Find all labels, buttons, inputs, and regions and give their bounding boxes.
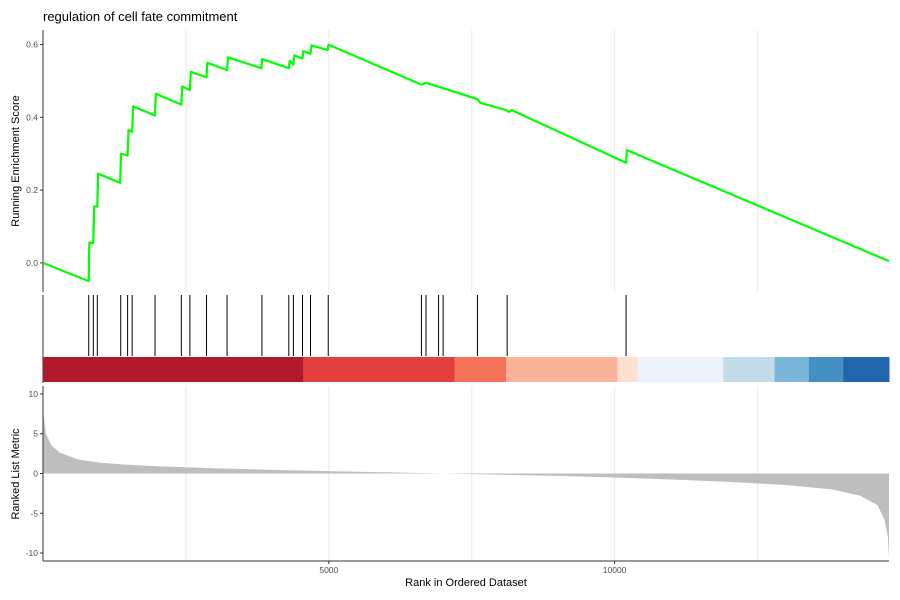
- color-band-segment: [637, 357, 724, 382]
- hits-panel: [42, 295, 890, 383]
- metric-y-tick-label: 0: [33, 469, 38, 479]
- color-band-segment: [774, 357, 810, 382]
- metric-x-ticks: 5000 10000: [319, 561, 627, 575]
- metric-y-tick-label: 5: [33, 429, 38, 439]
- es-y-ticks: 0.0 0.2 0.4 0.6: [26, 40, 43, 268]
- ranked-list-metric-area: [43, 409, 889, 559]
- metric-y-tick-label: 10: [29, 389, 39, 399]
- color-band-segment: [843, 357, 890, 382]
- rank-color-band: [43, 357, 890, 382]
- es-y-axis-title: Running Enrichment Score: [10, 95, 22, 226]
- color-band-segment: [723, 357, 776, 382]
- metric-y-axis-title: Ranked List Metric: [10, 428, 22, 520]
- chart-title: regulation of cell fate commitment: [43, 9, 238, 24]
- x-axis-title: Rank in Ordered Dataset: [405, 577, 527, 589]
- color-band-segment: [617, 357, 638, 382]
- running-enrichment-score-line: [42, 43, 890, 283]
- color-band-segment: [303, 357, 456, 382]
- metric-x-tick-label: 5000: [319, 565, 338, 575]
- es-y-tick-label: 0.6: [26, 40, 38, 50]
- color-band-segment: [454, 357, 507, 382]
- color-band-segment: [43, 357, 304, 382]
- es-y-tick-label: 0.2: [26, 185, 38, 195]
- es-gridlines: [185, 30, 759, 292]
- color-band-segment: [808, 357, 844, 382]
- es-y-tick-label: 0.0: [26, 258, 38, 268]
- metric-panel: 10 5 0 -5 -10 5000 10000 Ranked List Metric R…: [10, 386, 889, 589]
- metric-y-tick-label: -10: [26, 548, 39, 558]
- metric-x-tick-label: 10000: [603, 565, 627, 575]
- es-panel: 0.0 0.2 0.4 0.6 Running Enrichment Score: [10, 30, 890, 292]
- metric-y-ticks: 10 5 0 -5 -10: [26, 389, 43, 558]
- es-y-tick-label: 0.4: [26, 112, 38, 122]
- metric-y-tick-label: -5: [30, 508, 38, 518]
- color-band-segment: [506, 357, 618, 382]
